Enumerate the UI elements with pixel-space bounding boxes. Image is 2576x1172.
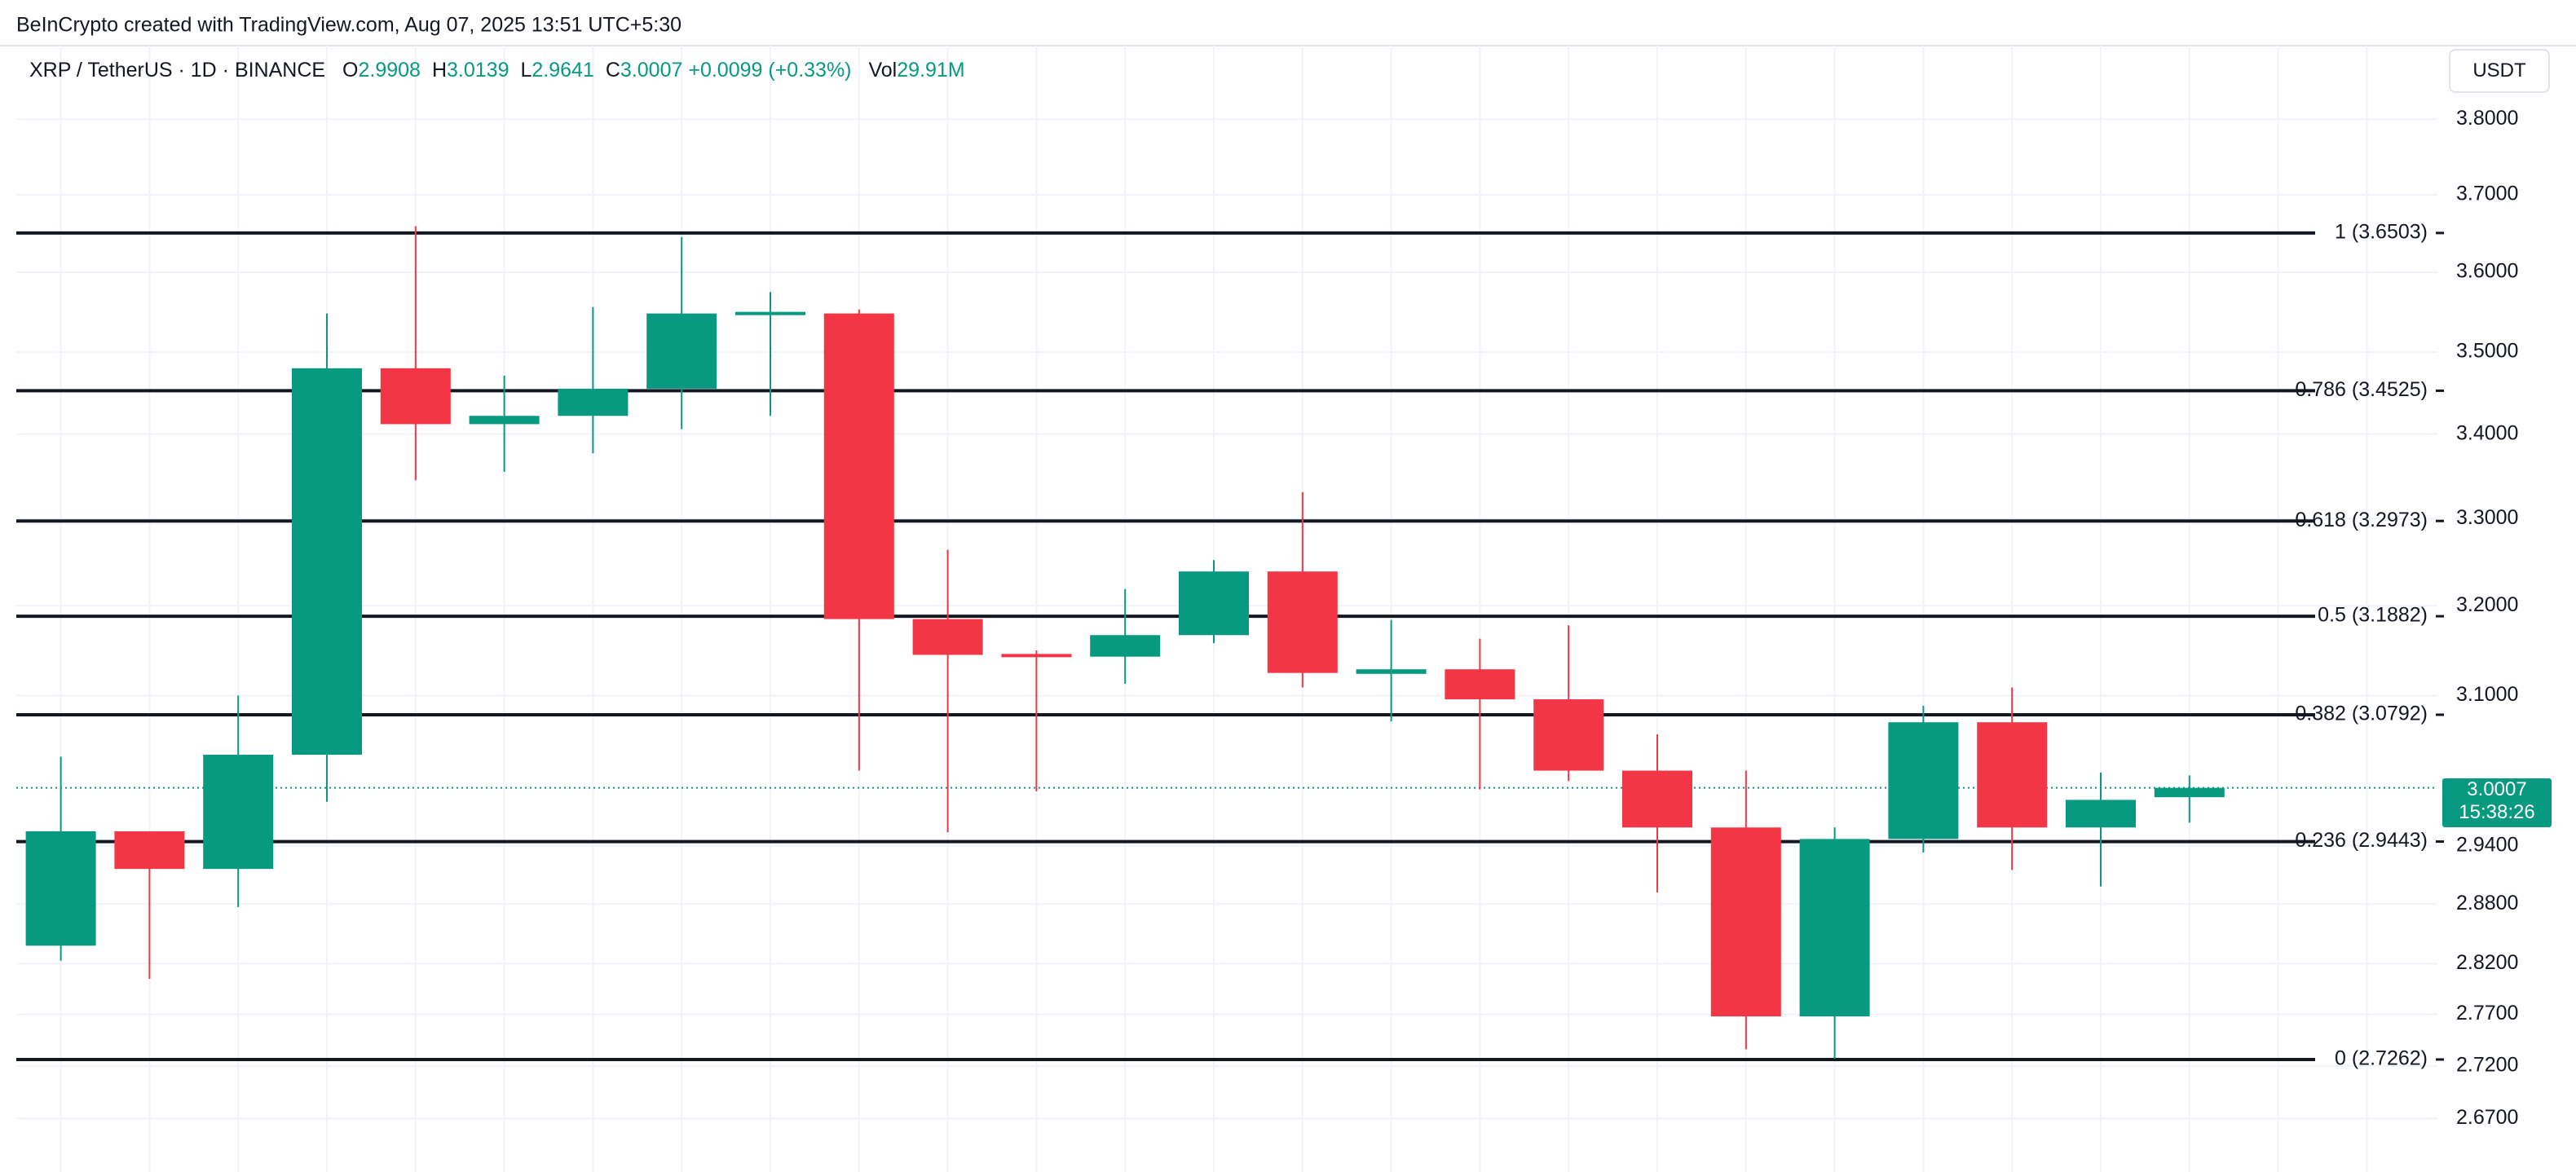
- last-price-badge: 3.0007 15:38:26: [2442, 778, 2552, 827]
- fib-label: 0 (2.7262): [2335, 1047, 2428, 1070]
- candle-body: [1179, 571, 1249, 636]
- y-tick-label: 2.6700: [2456, 1106, 2518, 1129]
- ohlc-key: O: [342, 59, 359, 82]
- fib-label: 0.786 (3.4525): [2295, 378, 2428, 401]
- symbol: XRP / TetherUS · 1D · BINANCE: [29, 59, 326, 82]
- y-tick-label: 2.7200: [2456, 1053, 2518, 1076]
- fib-label: 1 (3.6503): [2335, 220, 2428, 243]
- y-tick-label: 2.7700: [2456, 1002, 2518, 1024]
- candle-body: [646, 313, 717, 389]
- candle-body: [1622, 770, 1692, 828]
- ohlc-key: C: [605, 59, 620, 82]
- candle-body: [1001, 654, 1072, 658]
- candle-body: [1533, 699, 1604, 771]
- candle-body: [1888, 722, 1959, 839]
- candle-body: [1445, 669, 1515, 700]
- ohlc-key: H: [431, 59, 448, 82]
- fib-label: 0.236 (2.9443): [2295, 829, 2428, 852]
- candle-body: [1356, 669, 1427, 674]
- y-tick-label: 3.6000: [2456, 260, 2518, 283]
- y-tick-label: 2.9400: [2456, 833, 2518, 856]
- fib-label: 0.5 (3.1882): [2318, 604, 2428, 627]
- ohlc-value: 2.9908: [358, 59, 421, 82]
- legend: XRP / TetherUS · 1D · BINANCE O2.9908 H3.…: [29, 59, 965, 82]
- candle-body: [558, 388, 629, 416]
- candle-body: [735, 311, 805, 315]
- volume: 29.91M: [897, 59, 965, 82]
- candle-body: [823, 313, 894, 619]
- y-tick-label: 3.1000: [2456, 683, 2518, 706]
- candle-body: [2066, 800, 2136, 828]
- candle-body: [1799, 839, 1870, 1017]
- y-tick-label: 2.8800: [2456, 892, 2518, 914]
- ohlc: O2.9908 H3.0139 L2.9641 C3.0007: [331, 59, 682, 82]
- countdown: 15:38:26: [2459, 801, 2535, 823]
- candle-body: [1977, 722, 2048, 828]
- fib-label: 0.382 (3.0792): [2295, 703, 2428, 725]
- change: +0.0099: [688, 59, 763, 82]
- chart-title: BeInCrypto created with TradingView.com,…: [16, 14, 681, 37]
- y-tick-label: 3.5000: [2456, 340, 2518, 363]
- ohlc-value: 2.9641: [532, 59, 594, 82]
- candle-body: [1710, 827, 1781, 1017]
- change-pct: (+0.33%): [768, 59, 852, 82]
- fib-label: 0.618 (3.2973): [2295, 509, 2428, 531]
- y-tick-label: 3.8000: [2456, 107, 2518, 130]
- candle-body: [912, 619, 983, 655]
- candle-body: [114, 831, 185, 870]
- currency-button[interactable]: USDT: [2449, 49, 2550, 93]
- candle-body: [469, 416, 540, 425]
- y-tick-label: 3.7000: [2456, 182, 2518, 205]
- candle-body: [380, 368, 451, 425]
- candle-body: [1090, 635, 1161, 657]
- candle-body: [203, 755, 274, 870]
- ohlc-key: L: [520, 59, 532, 82]
- y-tick-label: 3.3000: [2456, 506, 2518, 529]
- y-tick-label: 3.4000: [2456, 421, 2518, 444]
- y-tick-label: 2.8200: [2456, 951, 2518, 974]
- last-price: 3.0007: [2467, 778, 2527, 800]
- ohlc-value: 3.0139: [447, 59, 509, 82]
- candle-body: [292, 368, 362, 756]
- candle-body: [25, 831, 96, 946]
- volume-key: Vol: [868, 59, 898, 82]
- ohlc-value: 3.0007: [620, 59, 683, 82]
- candle-body: [2154, 787, 2225, 798]
- y-tick-label: 3.2000: [2456, 593, 2518, 616]
- candle-body: [1267, 571, 1338, 673]
